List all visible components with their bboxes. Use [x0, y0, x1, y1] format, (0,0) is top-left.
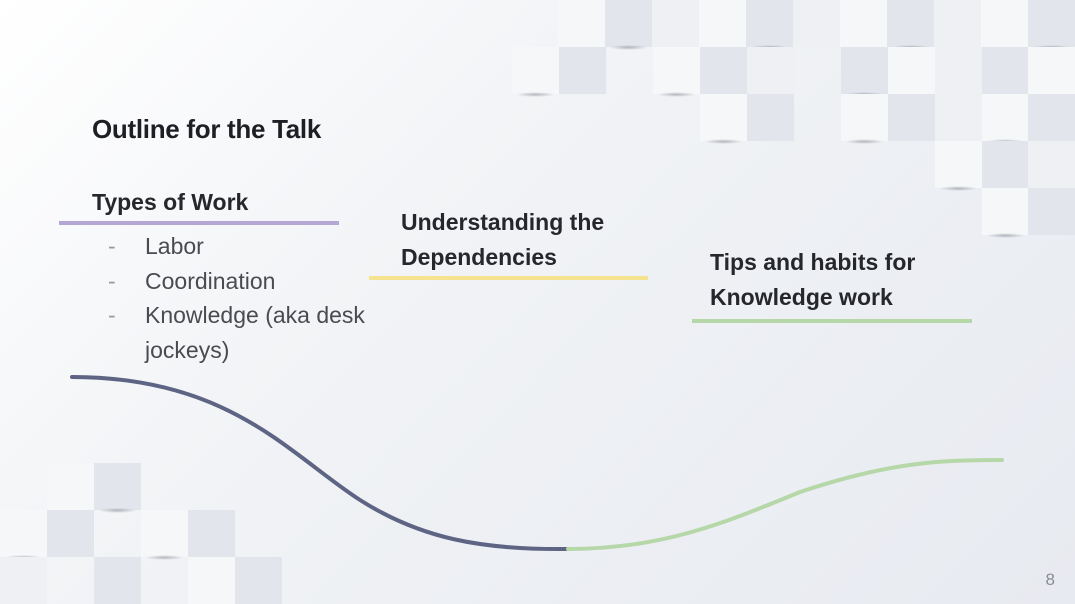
list-item-text: Coordination — [145, 267, 276, 294]
timeline-curve-second — [566, 458, 1004, 551]
decorative-tiles-top-right — [512, 0, 1075, 240]
timeline-curve-first — [70, 375, 570, 552]
section-heading-types-of-work: Types of Work — [92, 189, 249, 215]
bullet-marker: - — [108, 267, 116, 294]
section-underline-tips — [692, 319, 972, 323]
list-item-text: Labor — [145, 233, 204, 259]
types-of-work-list: - Labor - Coordination - Knowledge (aka … — [108, 229, 368, 367]
list-item: - Coordination — [108, 264, 368, 299]
section-underline-types-of-work — [59, 221, 339, 225]
section-underline-dependencies — [369, 276, 648, 280]
list-item-text: Knowledge (aka desk jockeys) — [145, 302, 365, 363]
list-item: - Labor — [108, 229, 368, 264]
page-number: 8 — [1045, 570, 1055, 589]
bullet-marker: - — [108, 302, 116, 328]
slide-title: Outline for the Talk — [92, 114, 321, 144]
list-item: - Knowledge (aka desk jockeys) — [108, 298, 368, 367]
section-heading-dependencies: Understanding the Dependencies — [401, 209, 605, 270]
decorative-tiles-bottom-left — [0, 463, 282, 604]
section-heading-tips: Tips and habits for Knowledge work — [710, 249, 916, 310]
bullet-marker: - — [108, 233, 116, 259]
